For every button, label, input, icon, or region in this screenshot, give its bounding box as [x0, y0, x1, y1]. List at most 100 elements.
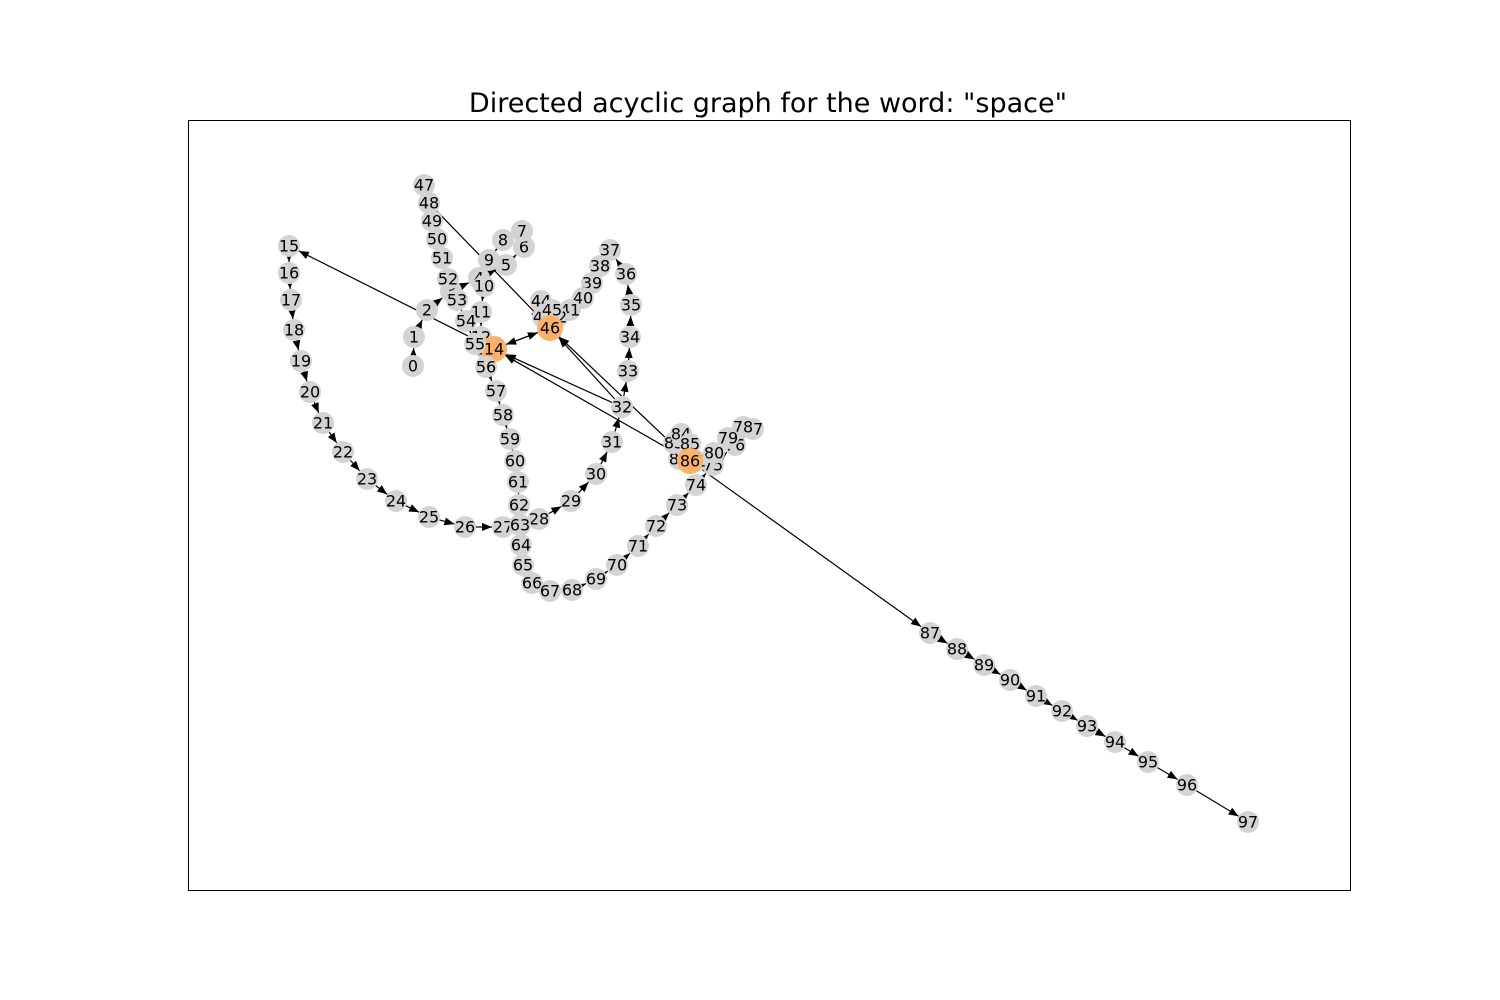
node-label-35: 35 — [621, 296, 641, 315]
node-label-71: 71 — [628, 537, 648, 556]
node-label-80: 80 — [704, 444, 724, 463]
node-89: 89 — [973, 654, 995, 676]
edge-28-to-29 — [548, 505, 562, 515]
node-circle-86 — [677, 448, 703, 474]
node-label-95: 95 — [1138, 753, 1158, 772]
node-label-96: 96 — [1177, 776, 1197, 795]
edge-88-to-89 — [963, 650, 975, 660]
edge-33-to-34 — [624, 347, 633, 361]
node-36: 36 — [615, 263, 637, 285]
node-circle-72 — [645, 515, 667, 537]
node-label-27: 27 — [493, 518, 513, 537]
node-68: 68 — [561, 579, 583, 601]
node-66: 66 — [521, 572, 543, 594]
node-93: 93 — [1076, 715, 1098, 737]
node-59: 59 — [499, 428, 521, 450]
node-97: 97 — [1237, 811, 1259, 833]
node-label-46: 46 — [540, 319, 560, 338]
node-circle-90 — [999, 669, 1021, 691]
node-35: 35 — [620, 294, 642, 316]
node-label-1: 1 — [409, 328, 419, 347]
node-17: 17 — [280, 289, 302, 311]
node-circle-6 — [513, 236, 535, 258]
node-circle-46 — [537, 315, 563, 341]
nodes-layer: 0123456789101112131415161718192021222324… — [278, 174, 1259, 833]
node-30: 30 — [585, 463, 607, 485]
node-label-10: 10 — [474, 277, 494, 296]
node-circle-20 — [299, 381, 321, 403]
node-circle-7 — [511, 220, 533, 242]
node-8: 8 — [492, 229, 514, 251]
edge-14-to-46 — [505, 332, 539, 345]
node-circle-36 — [615, 263, 637, 285]
node-1: 1 — [403, 326, 425, 348]
node-86: 86 — [677, 448, 703, 474]
node-37: 37 — [599, 239, 621, 261]
node-circle-53 — [446, 289, 468, 311]
node-circle-59 — [499, 428, 521, 450]
node-label-49: 49 — [422, 212, 442, 231]
node-58: 58 — [492, 404, 514, 426]
node-label-69: 69 — [586, 570, 606, 589]
node-circle-88 — [946, 638, 968, 660]
edge-68-to-69 — [575, 583, 587, 592]
node-25: 25 — [418, 506, 440, 528]
node-label-58: 58 — [493, 406, 513, 425]
node-0: 0 — [402, 355, 424, 377]
node-label-92: 92 — [1052, 702, 1072, 721]
node-label-67: 67 — [540, 582, 560, 601]
node-2: 2 — [416, 299, 438, 321]
node-label-7: 7 — [517, 222, 527, 241]
node-label-68: 68 — [562, 581, 582, 600]
node-label-37: 37 — [600, 241, 620, 260]
edge-17-to-18 — [287, 308, 296, 320]
node-label-50: 50 — [427, 230, 447, 249]
node-label-45: 45 — [542, 301, 562, 320]
graph-title: Directed acyclic graph for the word: "sp… — [469, 88, 1067, 119]
node-label-47: 47 — [414, 176, 434, 195]
node-52: 52 — [437, 268, 459, 290]
edge-87-to-88 — [936, 634, 948, 644]
node-label-74: 74 — [686, 476, 706, 495]
node-circle-10 — [473, 275, 495, 297]
node-circle-66 — [521, 572, 543, 594]
plot-frame — [188, 120, 1351, 891]
edge-32-to-46 — [558, 337, 616, 400]
edge-70-to-71 — [619, 552, 631, 564]
edge-57-to-58 — [493, 393, 501, 405]
node-label-97: 97 — [1238, 813, 1258, 832]
node-63: 63 — [509, 514, 531, 536]
edge-14-to-15 — [298, 250, 483, 344]
edge-23-to-24 — [375, 485, 388, 495]
node-92: 92 — [1051, 700, 1073, 722]
node-circle-50 — [426, 228, 448, 250]
node-10: 10 — [473, 275, 495, 297]
node-label-57: 57 — [486, 382, 506, 401]
node-label-25: 25 — [419, 508, 439, 527]
edge-19-to-20 — [300, 370, 308, 382]
node-circle-52 — [437, 268, 459, 290]
node-label-72: 72 — [646, 517, 666, 536]
node-circle-37 — [599, 239, 621, 261]
node-88: 88 — [946, 638, 968, 660]
node-94: 94 — [1104, 731, 1126, 753]
node-circle-25 — [418, 506, 440, 528]
node-22: 22 — [332, 441, 354, 463]
node-circle-47 — [413, 174, 435, 196]
node-circle-28 — [528, 508, 550, 530]
node-74: 74 — [685, 474, 707, 496]
edge-94-to-95 — [1124, 747, 1139, 757]
node-label-16: 16 — [279, 264, 299, 283]
node-label-87: 87 — [920, 624, 940, 643]
node-67: 67 — [539, 580, 561, 602]
node-label-21: 21 — [313, 414, 333, 433]
node-circle-27 — [492, 516, 514, 538]
node-label-86: 86 — [680, 452, 700, 471]
node-29: 29 — [560, 490, 582, 512]
edge-72-to-73 — [659, 512, 670, 523]
node-circle-15 — [278, 235, 300, 257]
node-27: 27 — [492, 516, 514, 538]
node-32: 32 — [611, 396, 633, 418]
node-34: 34 — [619, 326, 641, 348]
